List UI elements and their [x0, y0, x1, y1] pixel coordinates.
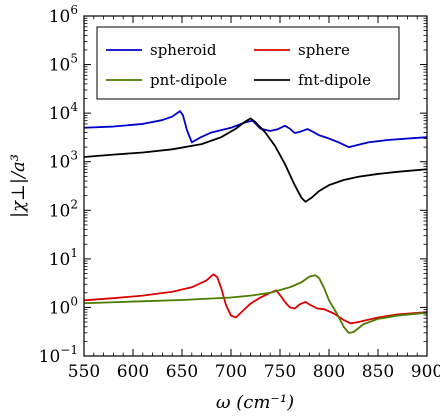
legend-box [96, 26, 400, 100]
y-tick-label: 100 [49, 294, 78, 318]
x-tick-label: 700 [215, 362, 247, 382]
ticks-layer [83, 15, 428, 357]
x-tick-label: 850 [362, 362, 394, 382]
legend-label-fnt-dipole: fnt-dipole [298, 71, 371, 89]
x-tick-label: 900 [411, 362, 440, 382]
series-line-spheroid [84, 110, 427, 148]
y-tick-label: 106 [49, 3, 78, 27]
y-tick-label: 10−1 [39, 343, 78, 367]
y-tick-label: 105 [49, 52, 78, 76]
y-tick-label: 104 [49, 100, 79, 124]
tick-labels-layer: 550 600 650 700 750 800 850 900 10−1 100 101 102 103… [39, 3, 440, 382]
y-axis-label: |χ⊥|/a³ [8, 154, 29, 218]
x-tick-label: 650 [166, 362, 198, 382]
x-tick-label: 800 [313, 362, 345, 382]
legend-label-pnt-dipole: pnt-dipole [150, 71, 227, 89]
series-line-pnt-dipole [84, 274, 427, 334]
y-tick-label: 102 [49, 197, 78, 221]
series-line-sphere [84, 273, 427, 325]
series-line-fnt-dipole [84, 117, 427, 203]
x-tick-label: 600 [117, 362, 149, 382]
legend: spheroid sphere pnt-dipole fnt-dipole [96, 26, 400, 100]
x-tick-label: 750 [264, 362, 296, 382]
series-layer [84, 110, 427, 334]
legend-label-sphere: sphere [298, 41, 350, 59]
y-tick-label: 103 [49, 149, 78, 173]
plot-frame [83, 15, 428, 357]
y-tick-label: 101 [49, 246, 78, 270]
x-axis-label: ω (cm⁻¹) [216, 392, 294, 413]
legend-label-spheroid: spheroid [150, 41, 217, 59]
x-tick-label: 550 [68, 362, 100, 382]
